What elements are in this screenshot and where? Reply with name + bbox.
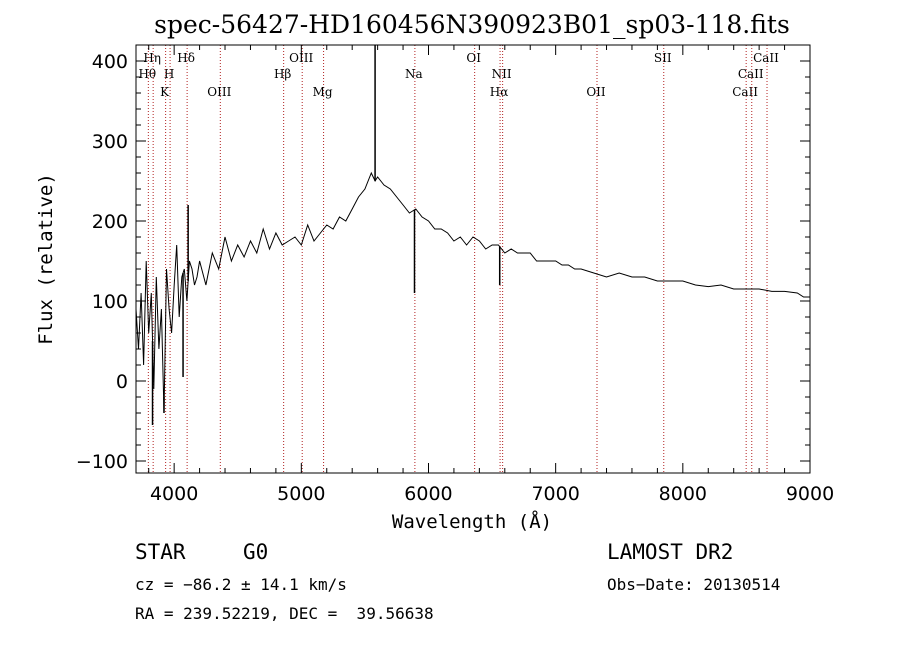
x-tick-label: 4000 <box>150 483 198 505</box>
y-tick-label: 300 <box>92 131 128 153</box>
x-axis-label: Wavelength (Å) <box>392 510 552 533</box>
spectrum-spikes <box>151 45 501 425</box>
y-tick-label: 200 <box>92 211 128 233</box>
x-tick-label: 8000 <box>659 483 707 505</box>
y-tick-label: 0 <box>116 371 128 393</box>
chart-title: spec-56427-HD160456N390923B01_sp03-118.f… <box>154 10 790 39</box>
y-tick-label: −100 <box>76 451 128 473</box>
object-subclass: G0 <box>243 540 269 564</box>
spectral-line-label: H <box>164 67 174 81</box>
y-tick-label: 100 <box>92 291 128 313</box>
spectral-line-label: NII <box>492 67 512 81</box>
spectral-line-label: Hθ <box>138 67 156 81</box>
spectral-line-label: Na <box>405 67 423 81</box>
spectral-line-label: SII <box>654 51 672 65</box>
survey-name: LAMOST DR2 <box>607 540 734 564</box>
x-tick-label: 5000 <box>277 483 325 505</box>
spectral-line-label: OIII <box>289 51 313 65</box>
spectral-line-label: OI <box>466 51 481 65</box>
spectral-line-label: CaII <box>753 51 779 65</box>
spectral-line-label: Mg <box>313 85 333 99</box>
spectral-line-label: K <box>160 85 170 99</box>
spectral-line-label: Hα <box>490 85 509 99</box>
obs-date: Obs−Date: 20130514 <box>607 575 781 594</box>
spectral-line-label: OIII <box>207 85 231 99</box>
plot-frame <box>135 44 811 474</box>
x-tick-label: 9000 <box>786 483 834 505</box>
y-axis-label: Flux (relative) <box>35 173 57 345</box>
spectral-line-label: Hη <box>143 51 161 65</box>
y-tick-label: 400 <box>92 51 128 73</box>
x-axis-ticks: 4000 5000 6000 7000 8000 9000 <box>148 45 834 505</box>
coordinates: RA = 239.52219, DEC = 39.56638 <box>135 604 434 623</box>
spectral-line-label: OII <box>586 85 606 99</box>
spectral-line-label: Hδ <box>177 51 195 65</box>
x-tick-label: 7000 <box>531 483 579 505</box>
y-axis-ticks: −100 0 100 200 300 400 <box>76 44 810 473</box>
spectrum-series <box>135 171 810 414</box>
spectral-line-label: Hβ <box>274 67 291 81</box>
object-class: STAR <box>135 540 186 564</box>
x-tick-label: 6000 <box>404 483 452 505</box>
spectral-line-label: CaII <box>732 85 758 99</box>
redshift-value: cz = −86.2 ± 14.1 km/s <box>135 575 347 594</box>
spectral-line-label: CaII <box>738 67 764 81</box>
spectral-line-markers: Hη Hθ HK Hδ OIII Hβ OIII Mg Na OI NII Hα OII SII CaII C… <box>138 45 779 473</box>
